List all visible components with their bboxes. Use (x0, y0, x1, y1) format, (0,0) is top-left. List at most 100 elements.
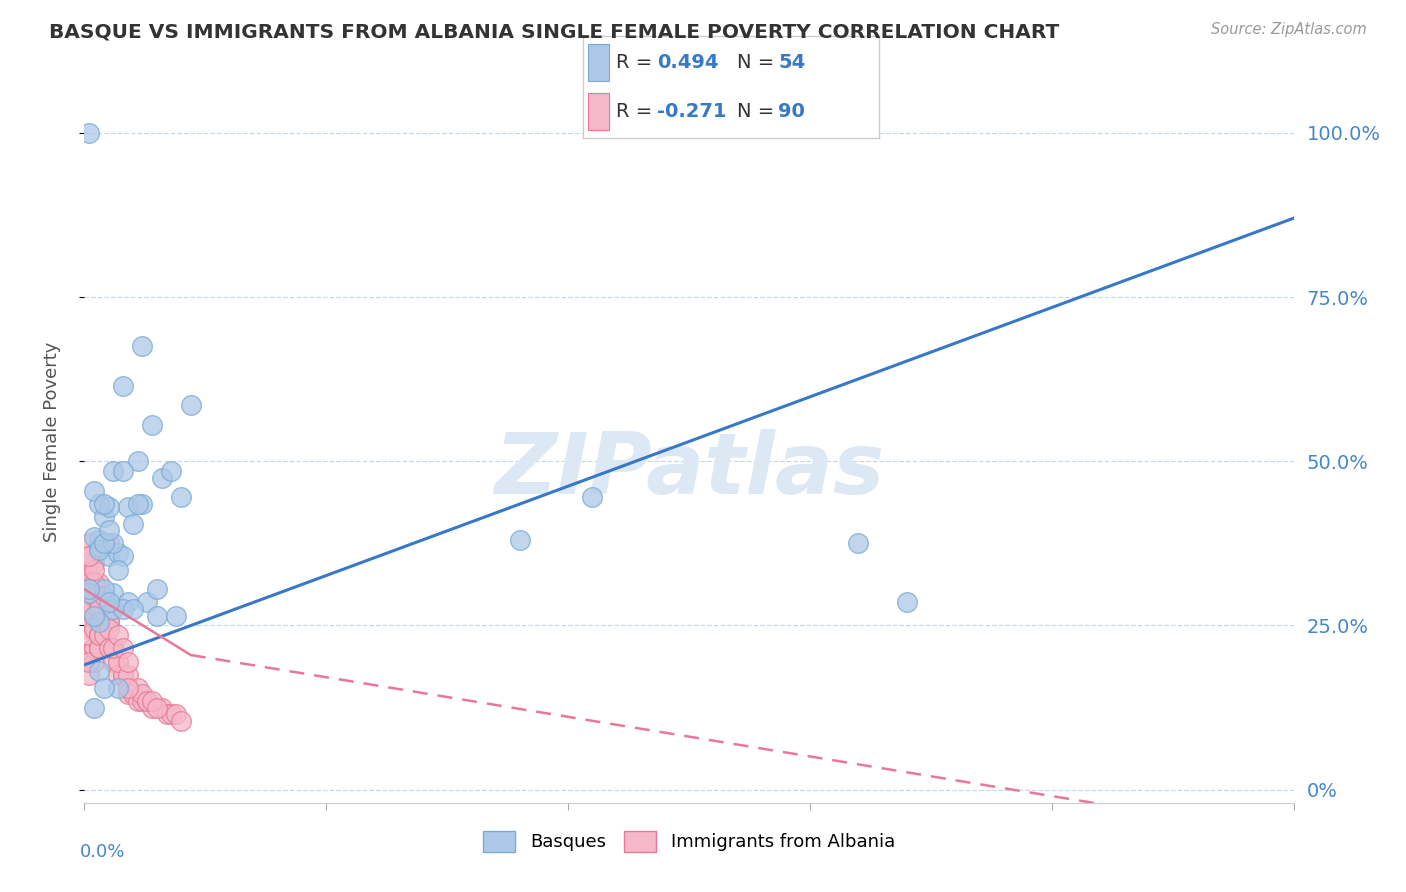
Text: R =: R = (616, 53, 658, 72)
Point (83, 641, 105, 656)
Point (93, 615, 115, 630)
Point (117, 681, 139, 695)
Point (136, 694, 159, 708)
Point (103, 641, 125, 656)
Point (93, 681, 115, 695)
Point (83, 700, 105, 714)
Point (97, 523, 120, 537)
Point (77, 622, 100, 636)
Point (83, 589, 105, 603)
Point (87, 615, 110, 630)
Point (117, 500, 139, 515)
Point (77, 615, 100, 630)
Point (87, 497, 110, 511)
Legend: Basques, Immigrants from Albania: Basques, Immigrants from Albania (475, 823, 903, 859)
Point (87, 602, 110, 616)
Point (165, 707, 187, 722)
Point (87, 622, 110, 636)
Text: 90: 90 (779, 102, 806, 121)
Point (77, 615, 100, 630)
Point (127, 681, 149, 695)
Point (77, 556, 100, 570)
Point (77, 575, 100, 590)
Point (846, 536, 869, 550)
Point (117, 667, 139, 681)
Point (97, 549, 120, 564)
Point (87, 540, 110, 554)
Point (87, 542, 110, 557)
Point (141, 418, 163, 433)
Point (160, 464, 183, 478)
Point (97, 615, 120, 630)
Point (131, 497, 153, 511)
Point (103, 641, 125, 656)
Point (93, 628, 115, 642)
Point (107, 655, 129, 669)
Point (107, 667, 129, 681)
Point (77, 549, 100, 564)
Point (107, 655, 129, 669)
Point (93, 536, 115, 550)
Point (112, 464, 135, 478)
Point (87, 641, 110, 656)
Point (83, 608, 105, 623)
Point (77, 556, 100, 570)
Point (146, 700, 169, 714)
Bar (588, 44, 609, 81)
Point (93, 582, 115, 597)
Point (83, 589, 105, 603)
Point (112, 549, 135, 564)
Point (83, 589, 105, 603)
Point (107, 628, 129, 642)
Point (103, 641, 125, 656)
Point (112, 378, 135, 392)
Text: 54: 54 (779, 53, 806, 72)
Point (155, 707, 177, 722)
Point (112, 667, 135, 681)
Point (170, 714, 193, 728)
Point (93, 497, 115, 511)
Point (77, 569, 100, 583)
Point (107, 546, 129, 560)
Point (83, 641, 105, 656)
Point (146, 608, 169, 623)
Point (117, 595, 139, 609)
Point (83, 608, 105, 623)
Text: N =: N = (737, 53, 780, 72)
Point (87, 665, 110, 679)
Point (160, 707, 183, 722)
Point (131, 694, 153, 708)
Point (131, 339, 153, 353)
Point (83, 608, 105, 623)
Point (83, 589, 105, 603)
Point (83, 483, 105, 498)
Point (83, 556, 105, 570)
Point (112, 641, 135, 656)
Point (103, 536, 125, 550)
Point (77, 575, 100, 590)
Point (107, 681, 129, 695)
Point (117, 687, 139, 701)
Point (77, 536, 100, 550)
Point (117, 655, 139, 669)
Point (93, 589, 115, 603)
Point (83, 602, 105, 616)
Point (103, 585, 125, 599)
Text: Source: ZipAtlas.com: Source: ZipAtlas.com (1211, 22, 1367, 37)
Point (87, 602, 110, 616)
Point (77, 549, 100, 564)
Point (141, 694, 163, 708)
Point (97, 615, 120, 630)
Point (97, 536, 120, 550)
Point (136, 595, 159, 609)
Point (83, 641, 105, 656)
Point (112, 602, 135, 616)
Point (103, 464, 125, 478)
Point (83, 530, 105, 544)
Point (77, 589, 100, 603)
Point (127, 454, 149, 468)
Point (93, 628, 115, 642)
Point (83, 602, 105, 616)
Point (83, 622, 105, 636)
Point (77, 667, 100, 681)
